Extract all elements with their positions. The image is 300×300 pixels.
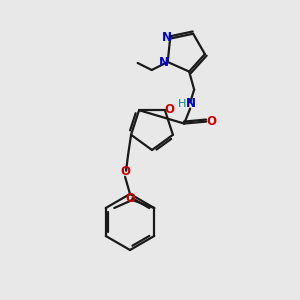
Text: O: O — [125, 193, 135, 206]
Text: N: N — [162, 31, 172, 44]
Text: N: N — [186, 97, 196, 110]
Text: O: O — [206, 115, 216, 128]
Text: N: N — [159, 56, 169, 68]
Text: O: O — [164, 103, 174, 116]
Text: H: H — [178, 99, 186, 109]
Text: O: O — [120, 165, 130, 178]
